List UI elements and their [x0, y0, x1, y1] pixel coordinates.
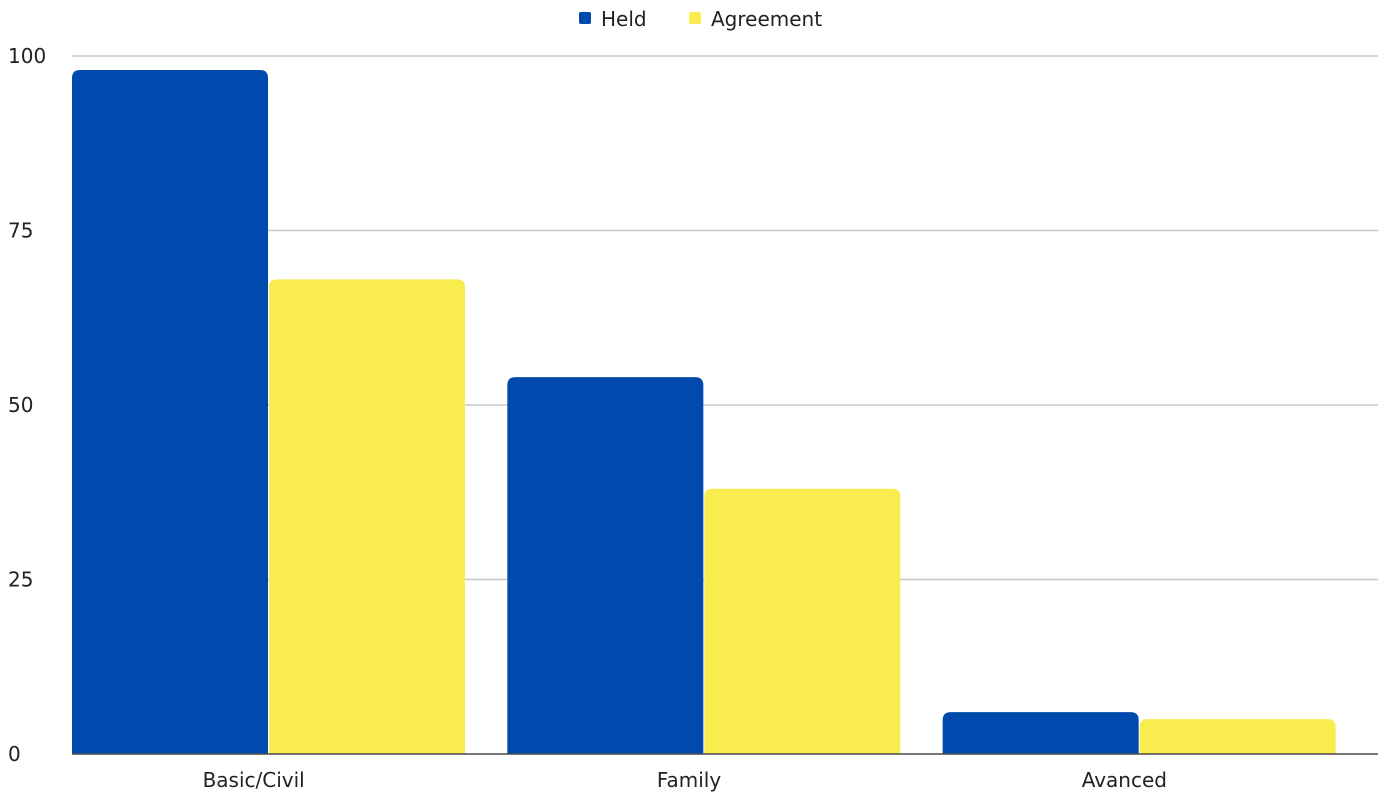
bar-held-basic-civil [72, 69, 268, 754]
x-tick-label: Avanced [1082, 768, 1167, 792]
bar-agreement-avanced [1139, 719, 1336, 754]
y-tick-label: 50 [8, 393, 33, 417]
bar-held-avanced [942, 712, 1139, 754]
y-tick-label: 0 [8, 742, 21, 766]
legend-swatch-agreement [689, 12, 701, 24]
legend-swatch-held [579, 12, 591, 24]
axes: 0 25 50 75 100 Basic/Civil Family Avanced [8, 44, 1378, 792]
x-tick-label: Family [657, 768, 722, 792]
y-tick-label: 75 [8, 219, 33, 243]
legend: Held Agreement [579, 7, 822, 31]
bar-agreement-family [704, 488, 901, 754]
y-tick-label: 25 [8, 568, 33, 592]
bars [72, 69, 1336, 754]
x-tick-label: Basic/Civil [203, 768, 305, 792]
y-tick-label: 100 [8, 44, 46, 68]
legend-label-agreement: Agreement [711, 7, 822, 31]
bar-agreement-basic-civil [269, 279, 465, 754]
bar-held-family [507, 377, 704, 754]
legend-label-held: Held [601, 7, 647, 31]
